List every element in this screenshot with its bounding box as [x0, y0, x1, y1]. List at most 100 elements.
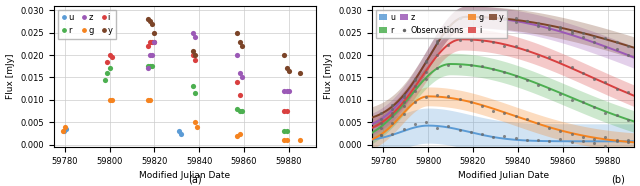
Point: [488, 18, 499, 21]
Point: [143, 98, 153, 101]
Point: [189, 121, 200, 124]
Point: [589, 106, 599, 109]
Point: [410, 122, 420, 125]
Point: [279, 89, 289, 92]
Point: [522, 117, 532, 120]
Point: [466, 39, 476, 42]
Point: [104, 54, 115, 57]
Point: [284, 89, 294, 92]
Point: [234, 110, 244, 113]
Point: [237, 110, 247, 113]
Point: [556, 60, 566, 63]
Point: [376, 133, 387, 136]
Point: [399, 128, 409, 131]
Point: [477, 105, 487, 108]
Point: [387, 104, 397, 107]
Point: [544, 28, 554, 31]
Point: [544, 25, 554, 28]
Point: [387, 114, 397, 117]
Point: [566, 65, 577, 68]
Point: [477, 65, 487, 68]
Point: [279, 54, 289, 57]
Point: [107, 56, 117, 59]
Point: [376, 117, 387, 120]
Point: [279, 110, 289, 113]
Point: [232, 108, 243, 110]
Text: (b): (b): [611, 174, 625, 184]
Point: [279, 130, 289, 133]
Point: [174, 130, 184, 133]
Point: [511, 21, 521, 24]
Point: [454, 17, 465, 20]
Point: [234, 71, 244, 74]
Point: [282, 110, 292, 113]
Point: [143, 17, 153, 20]
Point: [522, 78, 532, 81]
Point: [522, 19, 532, 22]
Point: [544, 87, 554, 90]
Point: [421, 60, 431, 63]
Point: [600, 37, 611, 40]
Point: [499, 70, 509, 73]
Point: [234, 40, 244, 43]
Point: [444, 44, 454, 47]
Point: [104, 98, 115, 101]
Point: [578, 135, 588, 138]
Point: [102, 60, 113, 63]
Point: [578, 101, 588, 104]
Point: [611, 47, 621, 50]
Point: [589, 35, 599, 38]
Point: [232, 134, 243, 137]
Point: [488, 41, 499, 44]
Point: [511, 45, 521, 48]
Point: [147, 40, 157, 43]
Point: [556, 129, 566, 132]
Point: [145, 40, 155, 43]
Point: [488, 16, 499, 19]
Point: [237, 76, 247, 79]
Point: [399, 95, 409, 98]
Point: [295, 71, 305, 74]
Point: [189, 58, 200, 61]
Point: [623, 44, 633, 47]
Point: [556, 92, 566, 95]
Point: [387, 108, 397, 110]
Point: [566, 133, 577, 136]
Point: [533, 83, 543, 86]
Point: [444, 95, 454, 98]
Point: [522, 49, 532, 52]
Point: [600, 144, 611, 147]
Point: [544, 56, 554, 59]
Point: [232, 54, 243, 57]
Point: [454, 16, 465, 19]
Point: [578, 31, 588, 34]
Point: [149, 40, 159, 43]
Point: [107, 98, 117, 101]
X-axis label: Modified Julian Date: Modified Julian Date: [458, 171, 549, 180]
Point: [611, 40, 621, 43]
Point: [444, 63, 454, 66]
Point: [143, 67, 153, 70]
Y-axis label: Flux [mJy]: Flux [mJy]: [324, 54, 333, 99]
Point: [100, 78, 110, 81]
Point: [279, 139, 289, 142]
Point: [477, 39, 487, 42]
Point: [488, 68, 499, 71]
Point: [600, 112, 611, 115]
Point: [432, 94, 442, 97]
Point: [147, 22, 157, 25]
Point: [466, 100, 476, 103]
Point: [145, 65, 155, 68]
Point: [421, 77, 431, 80]
Point: [623, 90, 633, 93]
Point: [399, 100, 409, 103]
Point: [295, 139, 305, 142]
Point: [488, 135, 499, 138]
Point: [522, 139, 532, 142]
Point: [533, 25, 543, 28]
Point: [387, 133, 397, 136]
Point: [237, 44, 247, 47]
Point: [376, 134, 387, 137]
Point: [544, 126, 554, 129]
Point: [376, 126, 387, 129]
